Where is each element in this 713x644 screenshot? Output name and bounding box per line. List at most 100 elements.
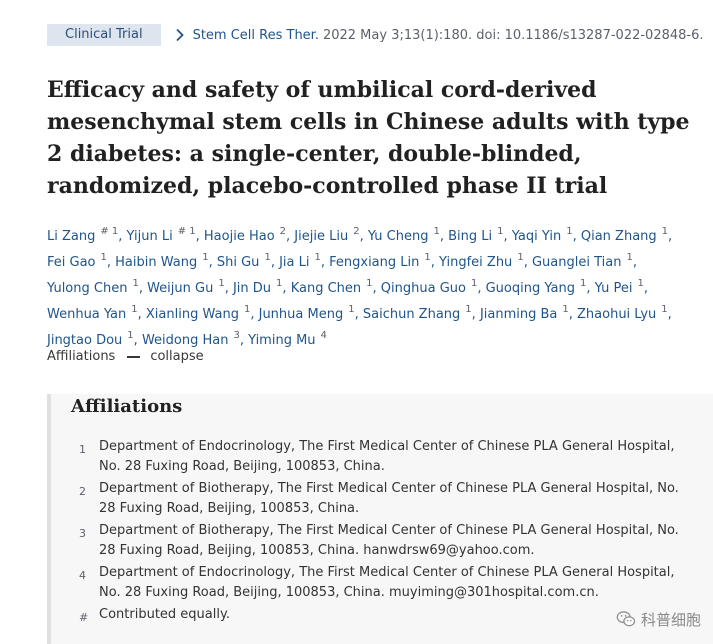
author-separator: , (106, 255, 116, 270)
author-separator: , (118, 229, 127, 244)
author-affiliation-ref[interactable]: 1 (131, 304, 138, 315)
author-affiliation-ref[interactable]: 1 (314, 252, 321, 263)
author-link[interactable]: Bing Li (448, 229, 493, 244)
author-link[interactable]: Kang Chen (290, 281, 362, 296)
author-affiliation-ref[interactable]: 1 (566, 226, 573, 237)
affiliation-number: 3 (79, 527, 86, 540)
author-link[interactable]: Jia Li (279, 255, 310, 270)
author-affiliation-ref[interactable]: 4 (320, 330, 327, 341)
author-separator: , (137, 307, 146, 322)
author-link[interactable]: Fei Gao (47, 255, 96, 270)
affiliation-item: 3 Department of Biotherapy, The First Med… (51, 521, 691, 561)
author-link[interactable]: Qinghua Guo (380, 281, 466, 296)
article-meta-row: Clinical Trial Stem Cell Res Ther. 2022 … (47, 24, 704, 46)
author-link[interactable]: Junhua Meng (258, 307, 344, 322)
author-link[interactable]: Zhaohui Lyu (577, 307, 657, 322)
author-affiliation-ref[interactable]: 1 (517, 252, 524, 263)
author-link[interactable]: Li Zang (47, 229, 96, 244)
author-affiliation-ref[interactable]: 1 (661, 304, 668, 315)
collapse-link[interactable]: collapse (150, 349, 204, 364)
author-affiliation-ref[interactable]: 1 (218, 278, 225, 289)
journal-link[interactable]: Stem Cell Res Ther. (192, 27, 319, 43)
author-affiliation-ref[interactable]: 1 (243, 304, 251, 315)
author-item: Jia Li 1 (279, 252, 321, 270)
author-affiliation-ref[interactable]: 1 (626, 252, 633, 263)
author-affiliation-ref[interactable]: 1 (579, 278, 587, 289)
author-affiliation-ref[interactable]: 1 (465, 304, 472, 315)
author-item: Yingfei Zhu 1 (439, 252, 524, 270)
author-item: Fengxiang Lin 1 (329, 252, 431, 270)
author-link[interactable]: Jianming Ba (479, 307, 558, 322)
author-affiliation-ref[interactable]: 1 (264, 252, 271, 263)
author-affiliation-ref[interactable]: 1 (276, 278, 283, 289)
watermark: 科普细胞 (615, 608, 701, 630)
author-item: Yijun Li # 1 (126, 226, 196, 244)
affiliation-text: Contributed equally. (99, 607, 230, 622)
author-link[interactable]: Wenhua Yan (47, 307, 127, 322)
author-affiliation-ref[interactable]: 1 (348, 304, 355, 315)
author-link[interactable]: Weidong Han (141, 333, 229, 348)
author-link[interactable]: Yingfei Zhu (439, 255, 513, 270)
author-link[interactable]: Guoqing Yang (485, 281, 575, 296)
author-affiliation-ref[interactable]: 1 (637, 278, 644, 289)
author-link[interactable]: Yaqi Yin (511, 229, 562, 244)
author-affiliation-ref[interactable]: 2 (353, 226, 360, 237)
author-item: Fei Gao 1 (47, 252, 107, 270)
author-separator: , (195, 229, 204, 244)
affiliation-item: 4 Department of Endocrinology, The First … (51, 563, 691, 603)
author-link[interactable]: Jiejie Liu (294, 229, 349, 244)
chevron-right-icon (175, 28, 184, 42)
affiliation-item: 2 Department of Biotherapy, The First Med… (51, 479, 691, 519)
author-link[interactable]: Xianling Wang (145, 307, 239, 322)
author-separator: , (224, 281, 233, 296)
affiliation-number: 1 (79, 443, 86, 456)
author-link[interactable]: Weijun Gu (147, 281, 214, 296)
affiliation-text: Department of Endocrinology, The First M… (99, 565, 675, 600)
author-link[interactable]: Shi Gu (216, 255, 260, 270)
author-affiliation-ref[interactable]: 1 (424, 252, 431, 263)
author-separator: , (439, 229, 449, 244)
author-link[interactable]: Yulong Chen (47, 281, 128, 296)
affiliations-toggle[interactable]: Affiliations collapse (47, 349, 204, 364)
author-separator: , (250, 307, 259, 322)
author-link[interactable]: Yijun Li (126, 229, 173, 244)
author-link[interactable]: Jingtao Dou (47, 333, 123, 348)
author-affiliation-ref[interactable]: 1 (202, 252, 209, 263)
author-link[interactable]: Yu Pei (594, 281, 633, 296)
author-link[interactable]: Jin Du (232, 281, 272, 296)
affiliations-toggle-label: Affiliations (47, 349, 116, 364)
affiliation-item: 1 Department of Endocrinology, The First … (51, 437, 691, 477)
author-link[interactable]: Guanglei Tian (531, 255, 622, 270)
author-affiliation-ref[interactable]: # 1 (100, 226, 119, 237)
author-affiliation-ref[interactable]: 1 (132, 278, 139, 289)
author-affiliation-ref[interactable]: 1 (366, 278, 373, 289)
author-link[interactable]: Haibin Wang (115, 255, 198, 270)
author-separator: , (503, 229, 512, 244)
author-link[interactable]: Yiming Mu (248, 333, 316, 348)
author-affiliation-ref[interactable]: 2 (279, 226, 287, 237)
author-item: Jiejie Liu 2 (294, 226, 360, 244)
author-affiliation-ref[interactable]: 1 (497, 226, 504, 237)
author-link[interactable]: Yu Cheng (367, 229, 429, 244)
author-link[interactable]: Fengxiang Lin (329, 255, 420, 270)
wechat-icon (616, 611, 636, 627)
author-affiliation-ref[interactable]: 1 (470, 278, 478, 289)
author-item: Saichun Zhang 1 (362, 304, 472, 322)
author-affiliation-ref[interactable]: 1 (127, 330, 134, 341)
author-link[interactable]: Haojie Hao (203, 229, 275, 244)
author-affiliation-ref[interactable]: 1 (100, 252, 107, 263)
author-link[interactable]: Saichun Zhang (362, 307, 461, 322)
author-affiliation-ref[interactable]: 1 (661, 226, 669, 237)
article-type-badge[interactable]: Clinical Trial (47, 24, 161, 46)
author-affiliation-ref[interactable]: 3 (233, 330, 240, 341)
author-item: Li Zang # 1 (47, 226, 119, 244)
author-item: Weidong Han 3 (141, 330, 240, 348)
affiliation-number: # (79, 611, 89, 624)
watermark-text: 科普细胞 (640, 610, 701, 629)
author-affiliation-ref[interactable]: 1 (562, 304, 569, 315)
author-item: Weijun Gu 1 (147, 278, 225, 296)
author-link[interactable]: Qian Zhang (580, 229, 657, 244)
author-affiliation-ref[interactable]: # 1 (177, 226, 196, 237)
author-affiliation-ref[interactable]: 1 (433, 226, 440, 237)
author-item: Yulong Chen 1 (47, 278, 139, 296)
